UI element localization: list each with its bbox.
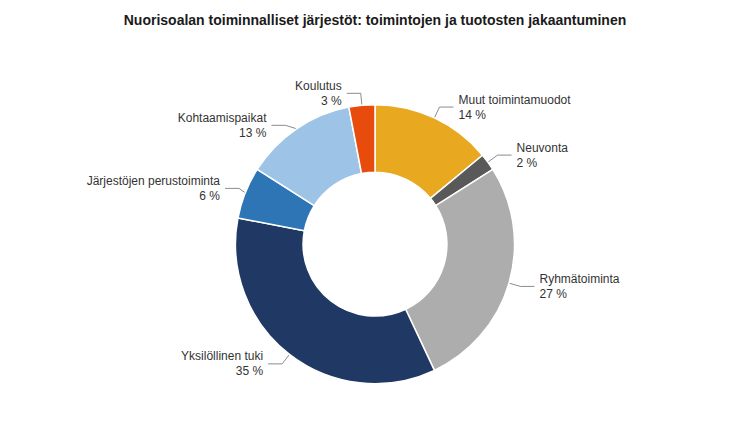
svg-text:13 %: 13 % xyxy=(239,126,267,140)
svg-text:Ryhmätoiminta: Ryhmätoiminta xyxy=(540,272,620,286)
svg-text:3 %: 3 % xyxy=(321,94,342,108)
svg-text:Koulutus: Koulutus xyxy=(295,79,342,93)
svg-text:2 %: 2 % xyxy=(517,156,538,170)
svg-text:6 %: 6 % xyxy=(199,189,220,203)
svg-text:Neuvonta: Neuvonta xyxy=(517,141,569,155)
svg-text:35 %: 35 % xyxy=(236,364,264,378)
svg-text:Järjestöjen perustoiminta: Järjestöjen perustoiminta xyxy=(87,174,221,188)
svg-text:27 %: 27 % xyxy=(540,287,568,301)
svg-text:Kohtaamispaikat: Kohtaamispaikat xyxy=(178,111,267,125)
svg-text:14 %: 14 % xyxy=(459,108,487,122)
svg-text:Yksilöllinen tuki: Yksilöllinen tuki xyxy=(181,349,263,363)
svg-text:Nuorisoalan toiminnalliset jär: Nuorisoalan toiminnalliset järjestöt: to… xyxy=(124,12,627,28)
svg-text:Muut toimintamuodot: Muut toimintamuodot xyxy=(459,93,572,107)
